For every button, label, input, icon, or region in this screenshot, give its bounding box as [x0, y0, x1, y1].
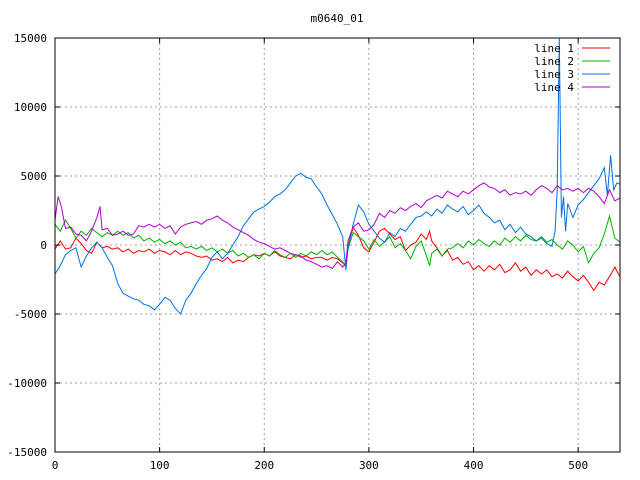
y-tick-label: 10000 [14, 101, 47, 114]
x-tick-label: 500 [568, 459, 588, 472]
series-line-3 [55, 38, 620, 315]
x-tick-label: 300 [359, 459, 379, 472]
series-layer [55, 38, 620, 315]
x-tick-label: 0 [52, 459, 59, 472]
grid [55, 38, 620, 452]
axis-ticks [54, 37, 620, 453]
x-tick-label: 100 [150, 459, 170, 472]
legend-label-2: line 2 [534, 55, 574, 68]
y-tick-label: -10000 [7, 377, 47, 390]
chart-title: m0640_01 [311, 12, 364, 25]
legend-label-4: line 4 [534, 81, 574, 94]
legend-label-3: line 3 [534, 68, 574, 81]
legend-label-1: line 1 [534, 42, 574, 55]
y-tick-label: -15000 [7, 446, 47, 459]
x-tick-label: 400 [464, 459, 484, 472]
series-line-4 [55, 182, 620, 270]
tick-labels: 0 100 200 300 400 500 -15000 -10000 -5000 0 5000 10… [7, 32, 588, 472]
series-line-2 [55, 214, 620, 269]
y-tick-label: 0 [40, 239, 47, 252]
y-tick-label: 15000 [14, 32, 47, 45]
x-tick-label: 200 [254, 459, 274, 472]
series-line-1 [55, 225, 620, 292]
y-tick-label: -5000 [14, 308, 47, 321]
y-tick-label: 5000 [21, 170, 48, 183]
